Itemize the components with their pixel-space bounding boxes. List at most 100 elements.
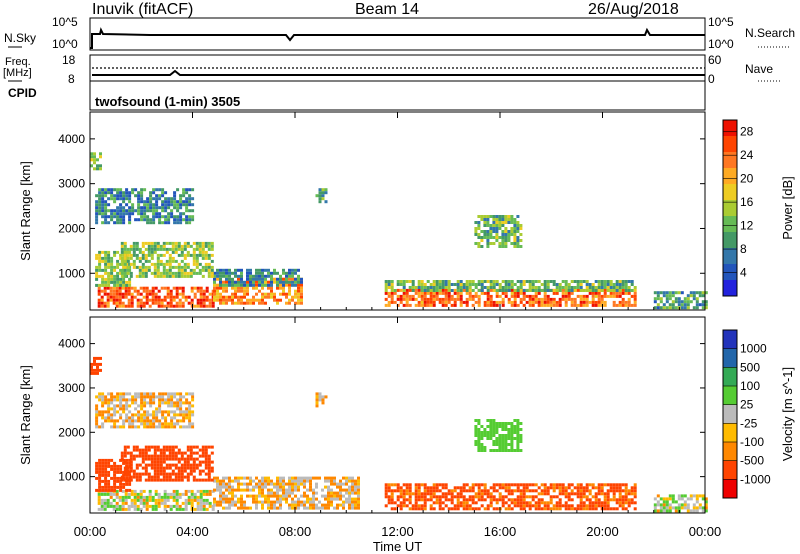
data-cell <box>222 497 225 501</box>
data-cell <box>202 492 206 496</box>
data-cell <box>456 294 460 298</box>
data-cell <box>680 291 684 295</box>
data-cell <box>486 489 490 493</box>
data-cell <box>101 413 105 417</box>
data-cell <box>426 289 430 292</box>
data-cell <box>152 188 156 192</box>
data-cell <box>354 491 357 495</box>
data-cell <box>459 300 463 304</box>
data-cell <box>190 301 194 305</box>
data-cell <box>123 445 127 449</box>
data-cell <box>653 506 657 510</box>
data-cell <box>90 368 93 372</box>
data-cell <box>162 247 166 251</box>
data-cell <box>564 283 568 286</box>
data-cell <box>208 292 212 296</box>
data-cell <box>146 422 150 426</box>
data-cell <box>456 280 460 283</box>
data-cell <box>139 304 143 308</box>
data-cell <box>498 242 502 245</box>
data-cell <box>486 495 490 499</box>
data-cell <box>119 262 123 266</box>
data-cell <box>249 488 252 492</box>
data-cell <box>564 303 568 307</box>
data-cell <box>384 483 388 487</box>
data-cell <box>630 501 634 505</box>
data-cell <box>297 301 300 305</box>
data-cell <box>165 475 169 479</box>
data-cell <box>164 392 168 396</box>
data-cell <box>453 297 457 301</box>
data-cell <box>390 291 394 295</box>
data-cell <box>115 492 119 496</box>
data-cell <box>501 236 505 239</box>
data-cell <box>408 486 412 490</box>
data-cell <box>267 295 270 299</box>
data-cell <box>104 194 108 198</box>
data-cell <box>106 498 110 502</box>
data-cell <box>282 491 285 495</box>
data-cell <box>276 277 279 281</box>
data-cell <box>112 507 116 511</box>
data-cell <box>123 256 127 260</box>
data-cell <box>195 466 199 470</box>
data-cell <box>134 413 138 417</box>
data-cell <box>180 463 184 467</box>
data-cell <box>98 200 102 204</box>
data-cell <box>155 212 159 216</box>
data-cell <box>157 289 161 293</box>
data-cell <box>351 476 354 480</box>
data-cell <box>119 470 123 474</box>
data-cell <box>140 422 144 426</box>
colorbar-swatch <box>723 232 737 248</box>
data-cell <box>195 265 199 269</box>
data-cell <box>624 483 628 487</box>
data-cell <box>624 280 628 283</box>
data-cell <box>179 407 183 411</box>
data-cell <box>336 497 339 501</box>
data-cell <box>131 422 135 426</box>
data-cell <box>480 215 484 218</box>
data-region <box>315 392 328 408</box>
data-cell <box>339 482 342 486</box>
data-cell <box>534 489 538 493</box>
data-cell <box>288 286 291 290</box>
data-cell <box>101 250 105 254</box>
data-cell <box>483 230 487 233</box>
data-cell <box>169 289 173 293</box>
data-cell <box>104 482 108 486</box>
beam-title: Beam 14 <box>355 1 420 18</box>
data-cell <box>438 280 442 283</box>
data-cell <box>501 286 505 289</box>
data-cell <box>261 283 264 287</box>
data-cell <box>98 461 102 465</box>
data-cell <box>695 497 699 501</box>
data-cell <box>124 289 128 293</box>
data-cell <box>160 301 164 305</box>
data-cell <box>207 472 211 476</box>
data-cell <box>297 295 300 299</box>
data-cell <box>510 443 514 446</box>
data-cell <box>213 479 216 483</box>
data-cell <box>179 212 183 216</box>
data-cell <box>414 504 418 508</box>
data-cell <box>492 289 496 292</box>
data-cell <box>139 286 143 290</box>
colorbar-tick-label: -500 <box>740 454 764 468</box>
data-cell <box>175 489 179 493</box>
data-cell <box>186 457 190 461</box>
data-cell <box>193 304 197 308</box>
data-cell <box>207 244 211 248</box>
data-cell <box>169 492 173 496</box>
data-cell <box>173 422 177 426</box>
data-cell <box>101 392 105 396</box>
data-cell <box>124 286 128 290</box>
data-cell <box>126 478 130 482</box>
data-cell <box>441 291 445 295</box>
data-cell <box>131 188 135 192</box>
data-cell <box>98 203 102 207</box>
data-cell <box>129 262 133 266</box>
data-cell <box>267 280 270 284</box>
data-cell <box>671 497 675 501</box>
data-cell <box>477 422 481 425</box>
